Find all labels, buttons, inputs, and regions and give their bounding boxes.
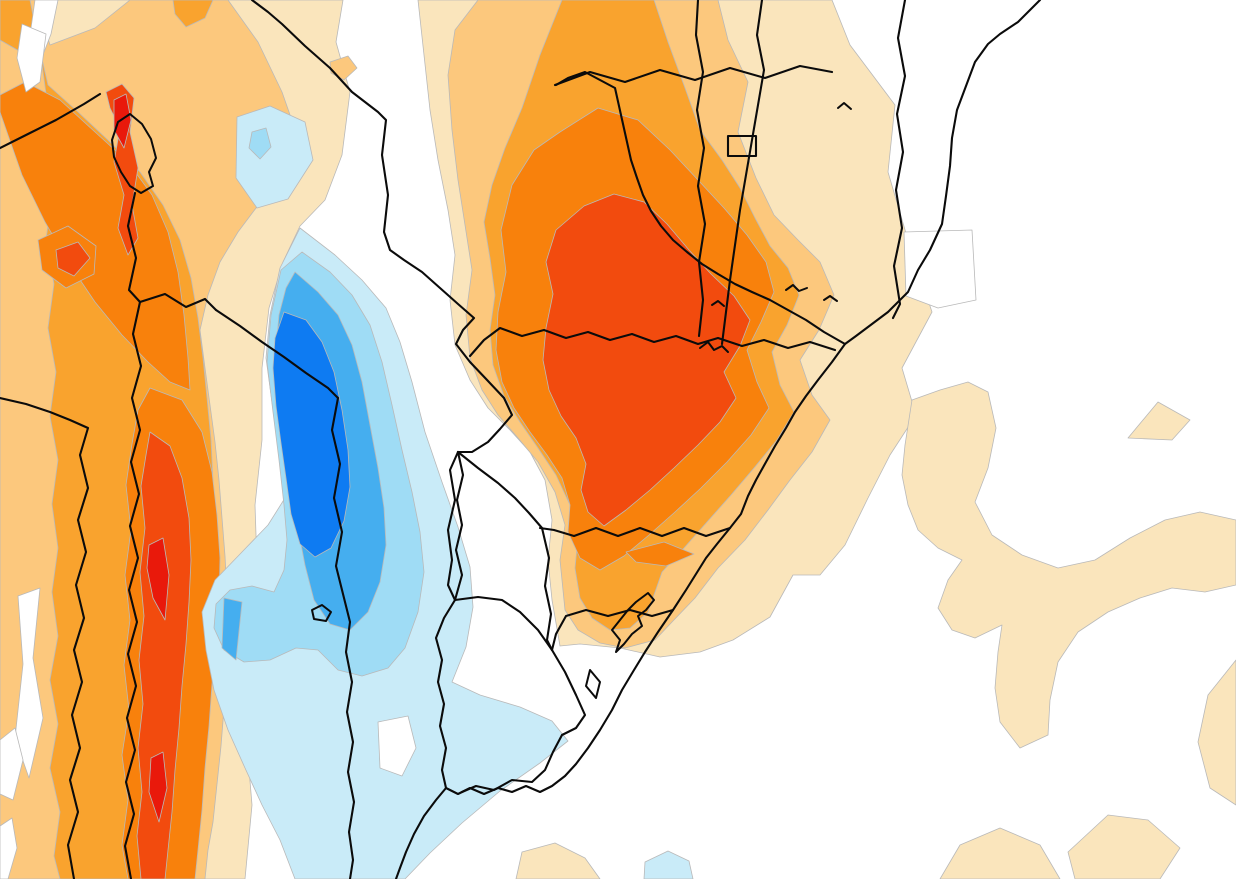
border-sp-mg-line (554, 70, 847, 346)
contour-cool3-finger (221, 597, 243, 661)
white-gap-left-edge-b (0, 817, 18, 879)
contour-warm3-top-diamond (172, 0, 214, 28)
contour-warm1-ocean-right-edge (1197, 659, 1236, 806)
border-mg-vertical-ne (891, 0, 907, 320)
border-peru-bolivia (0, 92, 102, 150)
reservoir-squiggle-c (823, 295, 838, 302)
contour-warm5-brazil-core (542, 193, 751, 527)
border-paraguay-east (250, 0, 514, 454)
reservoir-squiggle-b (785, 284, 808, 292)
mar-chiquita-outline (311, 604, 332, 622)
border-sc-rs-line (550, 608, 675, 652)
white-hole-in-cool-band (377, 715, 417, 777)
contour-cool1-bottom-blob (643, 850, 694, 879)
white-gap-espirito-santo (903, 229, 977, 309)
border-uruguay-river (434, 450, 465, 790)
white-gap-left-edge-a (0, 727, 24, 801)
border-andes-east-line (123, 300, 143, 879)
contour-warm1-ocean-triangle (1127, 401, 1191, 441)
border-uruguay-north (453, 595, 587, 794)
contour-warm4-topleft-core (0, 81, 191, 391)
border-coastline (394, 0, 1042, 879)
reservoir-squiggle-e (711, 300, 725, 307)
reservoir-squiggle-a (699, 341, 729, 353)
contour-warm4-rs-tip (625, 541, 695, 567)
border-north-horizontal (553, 64, 834, 87)
border-df-square (726, 134, 758, 158)
border-paraguay-river-south (330, 396, 356, 879)
lagoa-mirim-outline (585, 669, 601, 699)
contour-warm6-andes-spot-north (113, 93, 132, 149)
contour-cool2-north-patch-dot (248, 127, 272, 160)
border-go-vertical-east (720, 0, 766, 346)
contour-warm1-plata-tongue (515, 842, 601, 879)
border-bolivia-chile-upper (126, 191, 142, 304)
reservoir-squiggle-d (837, 102, 852, 110)
contour-warm5-inner-diamond (55, 241, 91, 277)
border-misiones-north (456, 450, 554, 652)
contour-warm1-ocean-bottom-a (939, 827, 1061, 879)
border-pilcomayo (214, 308, 340, 400)
white-gap-left-sliver (16, 23, 47, 93)
border-ms-vertical-west (694, 0, 707, 338)
white-gap-left-lower (14, 587, 44, 779)
contour-warm1-ocean-snake (901, 381, 1236, 749)
contour-warm6-andes-spot-mid (146, 537, 170, 621)
border-sp-parana-line (468, 326, 837, 358)
contour-cool4-core (272, 311, 351, 558)
border-bolivia-argentina (138, 292, 218, 312)
contour-warm1-ocean-bottom-b (1067, 814, 1181, 879)
contour-warm6-andes-spot-south (148, 751, 168, 823)
lake-titicaca-outline (111, 113, 157, 194)
border-andes-west-line (0, 396, 90, 879)
border-parana-river (446, 450, 460, 602)
border-parana-sc-line (538, 526, 732, 538)
